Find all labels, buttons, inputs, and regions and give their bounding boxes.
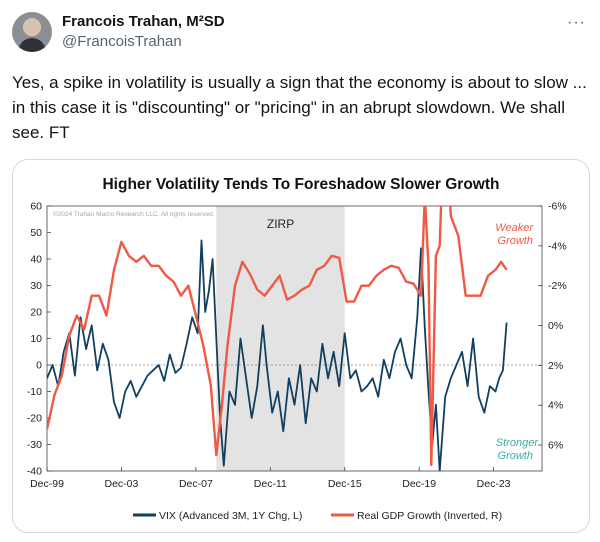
- left-axis-tick: 0: [36, 360, 42, 372]
- x-axis-tick: Dec-11: [254, 478, 287, 490]
- avatar[interactable]: [12, 12, 52, 52]
- left-axis-tick: 50: [30, 227, 42, 239]
- right-axis-tick: 4%: [548, 400, 563, 412]
- tweet-media-chart[interactable]: Higher Volatility Tends To Foreshadow Sl…: [12, 159, 590, 533]
- stronger-growth-label: Stronger: [496, 437, 540, 449]
- weaker-growth-label: Weaker: [495, 222, 534, 234]
- left-axis-tick: 60: [30, 201, 42, 213]
- zirp-label: ZIRP: [267, 217, 294, 231]
- right-axis-tick: 6%: [548, 440, 563, 452]
- left-axis-tick: 10: [30, 333, 42, 345]
- x-axis-tick: Dec-03: [105, 478, 139, 490]
- chart-title: Higher Volatility Tends To Foreshadow Sl…: [102, 176, 499, 193]
- display-name[interactable]: Francois Trahan, M²SD: [62, 13, 225, 30]
- right-axis-tick: -4%: [548, 240, 567, 252]
- right-axis-tick: 0%: [548, 320, 563, 332]
- left-axis-tick: 40: [30, 254, 42, 266]
- chart: Higher Volatility Tends To Foreshadow Sl…: [27, 176, 567, 522]
- legend-vix-label: VIX (Advanced 3M, 1Y Chg, L): [159, 510, 302, 522]
- tweet-text: Yes, a spike in volatility is usually a …: [12, 73, 587, 142]
- right-axis-tick: -6%: [548, 201, 567, 213]
- left-axis-tick: -10: [27, 386, 42, 398]
- left-axis-tick: 30: [30, 280, 42, 292]
- x-axis-tick: Dec-19: [402, 478, 436, 490]
- x-axis-tick: Dec-15: [328, 478, 362, 490]
- left-axis-tick: -40: [27, 466, 42, 478]
- more-icon[interactable]: ···: [567, 14, 586, 31]
- x-axis-tick: Dec-99: [30, 478, 64, 490]
- user-handle[interactable]: @FrancoisTrahan: [62, 33, 182, 50]
- weaker-growth-label: Growth: [498, 235, 533, 247]
- x-axis-tick: Dec-07: [179, 478, 213, 490]
- x-axis-tick: Dec-23: [477, 478, 511, 490]
- left-axis-tick: -20: [27, 413, 42, 425]
- legend-gdp-label: Real GDP Growth (Inverted, R): [357, 510, 502, 522]
- vix-series-line: [47, 239, 508, 471]
- left-axis-tick: -30: [27, 439, 42, 451]
- right-axis-tick: 2%: [548, 360, 563, 372]
- right-axis-tick: -2%: [548, 280, 567, 292]
- stronger-growth-label: Growth: [498, 450, 533, 462]
- zirp-region: [216, 206, 345, 471]
- gdp-series-line: [47, 206, 508, 467]
- left-axis-tick: 20: [30, 307, 42, 319]
- copyright-text: ©2024 Trahan Macro Research LLC. All rig…: [53, 210, 215, 218]
